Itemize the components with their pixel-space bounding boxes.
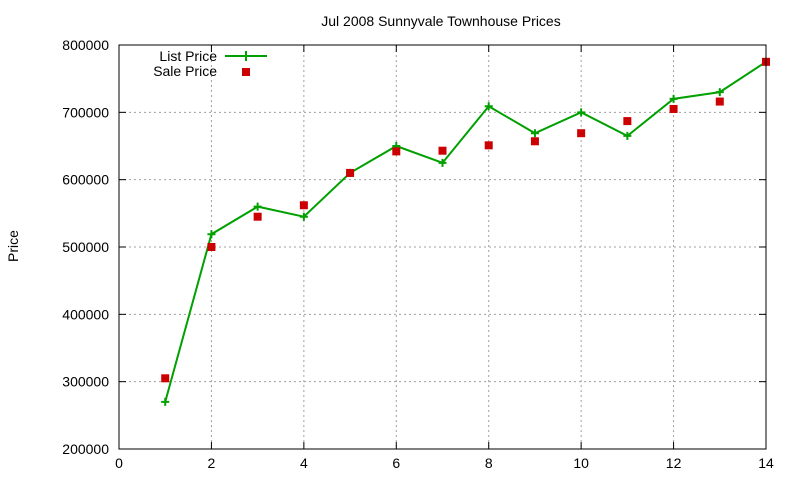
list-price-point — [530, 129, 539, 138]
y-tick-label: 200000 — [62, 441, 109, 457]
list-price-point — [207, 230, 216, 239]
legend-label-list-price: List Price — [159, 48, 217, 64]
list-price-point — [438, 158, 447, 167]
sale-price-point — [392, 147, 401, 156]
legend-label-sale-price: Sale Price — [153, 63, 217, 79]
legend-marker-sale-price — [242, 68, 250, 76]
list-price-point — [715, 88, 724, 97]
x-tick-label: 4 — [300, 455, 308, 471]
sale-price-point — [253, 212, 262, 221]
sale-price-point — [715, 97, 724, 106]
x-tick-label: 12 — [666, 455, 682, 471]
list-price-point — [253, 202, 262, 211]
sale-price-point — [484, 141, 493, 150]
y-tick-label: 600000 — [62, 172, 109, 188]
y-tick-label: 400000 — [62, 306, 109, 322]
x-tick-label: 14 — [758, 455, 774, 471]
sale-price-point — [623, 117, 632, 126]
list-price-point — [577, 108, 586, 117]
list-price-point — [299, 212, 308, 221]
grid — [119, 45, 766, 449]
y-tick-label: 300000 — [62, 374, 109, 390]
y-tick-label: 700000 — [62, 104, 109, 120]
x-tick-label: 2 — [208, 455, 216, 471]
x-tick-label: 10 — [573, 455, 589, 471]
list-price-point — [484, 102, 493, 111]
sale-price-point — [577, 129, 586, 138]
x-tick-label: 8 — [485, 455, 493, 471]
sale-price-point — [669, 104, 678, 113]
y-axis-label: Price — [5, 230, 21, 262]
sale-price-point — [438, 146, 447, 155]
x-tick-label: 6 — [392, 455, 400, 471]
list-price-point — [623, 131, 632, 140]
sale-price-point — [207, 243, 216, 251]
tick-labels: 0 2 4 6 8 10 12 14 200000 300000 400000 500000 60000… — [62, 37, 774, 471]
sale-price-point — [299, 201, 308, 210]
plot-border — [118, 44, 767, 450]
legend: List Price Sale Price — [153, 48, 267, 79]
chart-title: Jul 2008 Sunnyvale Townhouse Prices — [321, 13, 560, 29]
sale-price-point — [530, 137, 539, 146]
sale-price-point — [346, 168, 355, 177]
y-tick-label: 500000 — [62, 239, 109, 255]
sale-price-point — [161, 374, 170, 383]
legend-marker-list-price — [241, 51, 251, 61]
y-tick-label: 800000 — [62, 37, 109, 53]
list-price-point — [161, 397, 170, 406]
series-layer — [161, 57, 770, 406]
x-tick-label: 0 — [115, 455, 123, 471]
list-price-point — [669, 94, 678, 103]
list-price-line — [164, 60, 767, 403]
